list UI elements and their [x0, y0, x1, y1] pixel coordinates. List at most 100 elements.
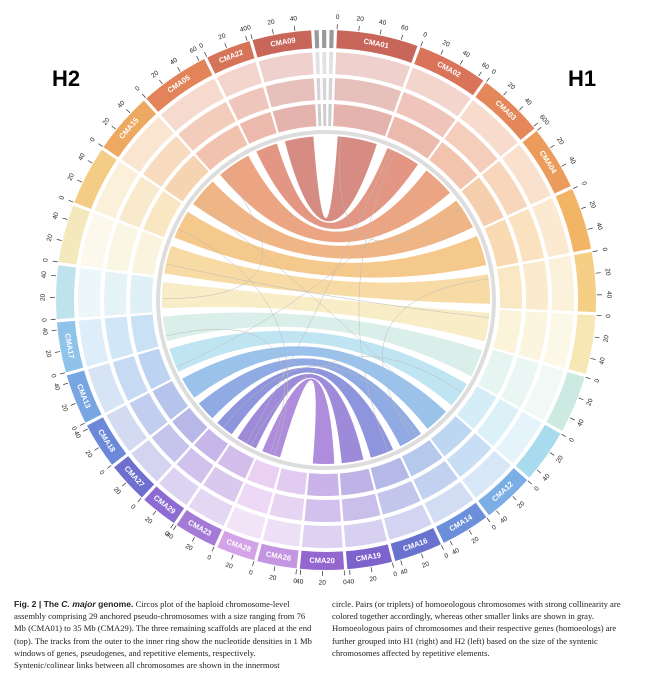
chromosome	[58, 205, 90, 265]
tick-label: 40	[116, 99, 126, 109]
density-track	[258, 52, 314, 83]
chromosome	[515, 424, 561, 478]
density-track	[87, 363, 125, 413]
density-track	[328, 78, 333, 101]
tick-label: 40	[289, 15, 297, 23]
density-track	[333, 104, 393, 137]
density-track	[508, 208, 544, 262]
density-track	[104, 316, 134, 360]
density-track	[269, 493, 305, 521]
tick-mark	[52, 260, 58, 263]
tick-label: 20	[44, 350, 52, 359]
density-track	[457, 386, 497, 429]
density-track	[159, 467, 199, 505]
tick-label: 20	[218, 32, 228, 41]
density-track	[386, 116, 441, 159]
tick-mark	[152, 510, 157, 516]
tick-label: 0	[293, 578, 298, 585]
minor-link	[165, 328, 285, 455]
synteny-link	[192, 181, 473, 259]
tick-mark	[295, 569, 297, 575]
tick-label: 20	[224, 562, 234, 571]
density-track	[316, 78, 321, 101]
tick-mark	[400, 560, 403, 566]
tick-mark	[578, 397, 584, 401]
chromosome	[414, 47, 484, 96]
density-track	[226, 506, 266, 540]
density-track	[429, 142, 478, 190]
density-track	[103, 271, 128, 316]
density-track	[151, 423, 190, 463]
minor-link	[382, 278, 489, 440]
tick-mark	[561, 433, 566, 437]
density-track	[383, 504, 432, 540]
tick-mark	[594, 336, 600, 339]
tick-label: 40	[52, 211, 61, 220]
chromosome	[299, 550, 345, 571]
tick-label: 20	[588, 200, 597, 210]
synteny-link	[262, 378, 335, 464]
tick-label: 0	[40, 318, 47, 322]
caption-column: circle. Pairs (or triplets) of homoeolog…	[332, 598, 632, 659]
tick-label: 0	[248, 569, 254, 577]
tick-label: 40	[400, 568, 409, 577]
tick-label: 20	[143, 516, 153, 526]
tick-label: 60	[480, 61, 490, 71]
density-track	[335, 52, 411, 88]
density-track	[446, 433, 492, 477]
density-track	[497, 265, 522, 309]
chromosome	[114, 456, 155, 498]
tick-mark	[585, 377, 591, 380]
density-track	[543, 312, 574, 368]
minor-link	[358, 151, 396, 452]
density-track	[315, 52, 320, 75]
density-track	[152, 380, 189, 420]
chromosome-label: CMA09	[270, 36, 297, 49]
tick-mark	[440, 49, 444, 55]
tick-label: 40	[41, 271, 49, 279]
density-track	[137, 348, 172, 390]
tick-label: 40	[239, 25, 248, 34]
tick-label: 40	[296, 578, 304, 586]
tick-mark	[496, 510, 500, 515]
tick-mark	[111, 125, 116, 130]
tick-mark	[107, 465, 112, 469]
density-track	[188, 488, 233, 526]
density-track	[106, 222, 139, 272]
tick-label: 40	[598, 356, 606, 365]
tick-mark	[56, 239, 62, 241]
synteny-link	[256, 143, 419, 230]
tick-mark	[126, 109, 131, 114]
tick-mark	[245, 35, 248, 41]
chromosome	[103, 100, 157, 158]
tick-mark	[449, 540, 453, 546]
chromosome	[390, 528, 441, 561]
density-track	[502, 144, 551, 205]
tick-label: 0	[605, 314, 612, 318]
density-track	[160, 78, 225, 132]
density-track	[523, 364, 564, 421]
density-track	[164, 155, 209, 202]
chromosome	[146, 59, 213, 112]
minor-link	[165, 263, 490, 318]
chromosome	[329, 30, 334, 49]
tick-label: 0	[198, 42, 205, 50]
density-track	[172, 407, 208, 444]
tick-mark	[549, 452, 555, 456]
tick-label: 40	[523, 97, 533, 107]
chromosome	[66, 370, 102, 423]
tick-label: 0	[98, 469, 106, 476]
chromosome	[55, 265, 77, 320]
tick-label: 40	[451, 547, 461, 557]
tick-label: 20	[267, 18, 276, 26]
tick-label: 0	[594, 378, 602, 384]
tick-mark	[468, 529, 472, 535]
density-track	[247, 459, 280, 489]
synteny-link	[284, 136, 377, 222]
density-track	[322, 78, 327, 101]
chromosome	[321, 30, 327, 49]
density-track	[518, 311, 548, 361]
tick-label: 20	[84, 449, 94, 459]
tick-label: 60	[400, 24, 409, 33]
density-track	[228, 87, 270, 121]
